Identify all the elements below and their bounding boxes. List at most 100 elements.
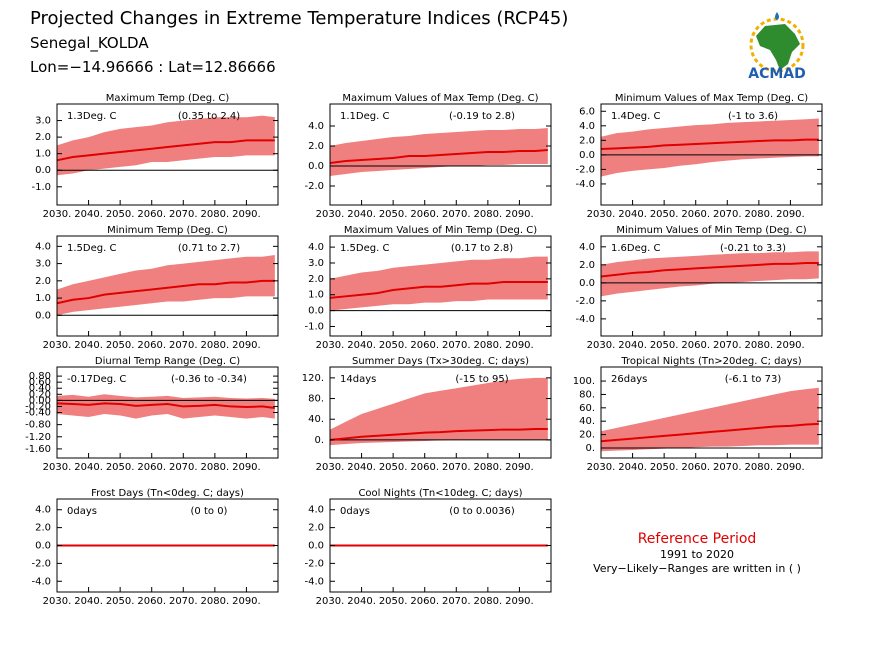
x-tick-label: 2030.	[43, 209, 72, 220]
x-tick-label: 2090.	[505, 596, 534, 607]
plot-frame	[600, 103, 823, 206]
reference-note: Very−Likely−Ranges are written in ( )	[593, 562, 801, 575]
y-tick-label: 80.	[308, 394, 324, 405]
y-tick-label: 1.0	[308, 290, 324, 301]
y-tick-label: 0.0	[308, 541, 324, 552]
x-tick-label: 2060.	[410, 340, 439, 351]
x-tick-label: 2070.	[442, 209, 471, 220]
mean-line	[56, 279, 275, 305]
panel-annotation: 0days	[340, 506, 370, 517]
panel-annotation: 26days	[611, 374, 647, 385]
y-tick-label: 6.0	[579, 106, 595, 117]
x-tick-label: 2090.	[505, 340, 534, 351]
y-tick-label: 0.60	[29, 377, 51, 388]
x-tick-label: 2050.	[379, 209, 408, 220]
y-tick-label: 4.0	[579, 121, 595, 132]
x-tick-label: 2090.	[776, 209, 805, 220]
y-tick-label: 2.0	[308, 523, 324, 534]
mean-line	[56, 139, 275, 162]
x-tick-label: 2080.	[201, 340, 230, 351]
x-tick-label: 2030.	[587, 340, 616, 351]
x-tick-label: 2030.	[316, 340, 345, 351]
y-tick-label: 3.0	[308, 258, 324, 269]
mean-line	[600, 422, 819, 443]
y-tick-label: 0.	[314, 435, 324, 446]
panel-range: (0 to 0)	[191, 506, 228, 517]
x-tick-label: 2060.	[410, 596, 439, 607]
x-tick-label: 2030.	[43, 340, 72, 351]
x-tick-label: 2050.	[106, 462, 135, 473]
y-tick-label: -0.20	[25, 401, 51, 412]
x-tick-label: 2030.	[316, 209, 345, 220]
x-tick-label: 2090.	[232, 340, 261, 351]
y-tick-label: 20.	[579, 430, 595, 441]
y-tick-label: 0.80	[29, 371, 51, 382]
x-tick-label: 2070.	[442, 462, 471, 473]
y-tick-label: 2.0	[35, 276, 51, 287]
x-tick-label: 2040.	[74, 340, 103, 351]
x-tick-label: 2080.	[474, 209, 503, 220]
x-tick-label: 2060.	[681, 462, 710, 473]
x-tick-label: 2080.	[474, 462, 503, 473]
subtitle: Senegal_KOLDA	[30, 34, 149, 53]
y-tick-label: -4.0	[31, 576, 51, 587]
y-tick-label: -0.40	[25, 408, 51, 419]
mean-line	[56, 402, 275, 409]
x-tick-label: 2090.	[776, 462, 805, 473]
logo-africa	[756, 24, 800, 70]
panel-annotation: 14days	[340, 374, 376, 385]
x-tick-label: 2040.	[347, 340, 376, 351]
x-tick-label: 2070.	[713, 340, 742, 351]
y-tick-label: -1.0	[31, 182, 51, 193]
x-tick-label: 2060.	[681, 340, 710, 351]
y-tick-label: 2.0	[579, 260, 595, 271]
range-band	[601, 387, 819, 452]
y-tick-label: 0.20	[29, 389, 51, 400]
x-tick-label: 2070.	[169, 596, 198, 607]
x-tick-label: 2030.	[587, 209, 616, 220]
x-tick-label: 2070.	[169, 209, 198, 220]
panel-title: Minimum Values of Min Temp (Deg. C)	[616, 225, 806, 236]
x-tick-label: 2080.	[474, 340, 503, 351]
x-tick-label: 2080.	[745, 209, 774, 220]
panel-title: Frost Days (Tn<0deg. C; days)	[91, 488, 244, 499]
reference-heading: Reference Period	[638, 531, 757, 547]
x-tick-label: 2030.	[316, 596, 345, 607]
panel-range: (0 to 0.0036)	[449, 506, 515, 517]
x-tick-label: 2040.	[74, 209, 103, 220]
x-tick-label: 2090.	[232, 209, 261, 220]
y-tick-label: -2.0	[304, 181, 324, 192]
y-tick-label: 4.0	[35, 505, 51, 516]
x-tick-label: 2080.	[745, 340, 774, 351]
x-tick-label: 2090.	[232, 462, 261, 473]
panel-range: (-0.21 to 3.3)	[720, 243, 786, 254]
plot-frame	[56, 366, 279, 459]
panel-range: (0.35 to 2.4)	[178, 111, 240, 122]
y-tick-label: 4.0	[308, 121, 324, 132]
y-tick-label: 3.0	[35, 259, 51, 270]
range-band	[330, 256, 548, 311]
y-tick-label: -0.80	[25, 420, 51, 431]
x-tick-label: 2060.	[137, 596, 166, 607]
panel-annotation: 1.3Deg. C	[67, 111, 116, 122]
panel-range: (-15 to 95)	[455, 374, 508, 385]
plot-frame	[329, 235, 552, 337]
y-tick-label: 0.0	[35, 541, 51, 552]
panel-annotation: 1.5Deg. C	[340, 243, 389, 254]
x-tick-label: 2050.	[379, 462, 408, 473]
y-tick-label: -1.20	[25, 432, 51, 443]
x-tick-label: 2070.	[442, 596, 471, 607]
y-tick-label: 4.0	[308, 505, 324, 516]
x-tick-label: 2040.	[74, 596, 103, 607]
reference-period: 1991 to 2020	[660, 548, 734, 561]
x-tick-label: 2070.	[442, 340, 471, 351]
x-tick-label: 2050.	[106, 596, 135, 607]
range-band	[330, 377, 548, 446]
y-tick-label: 0.0	[35, 310, 51, 321]
x-tick-label: 2050.	[379, 340, 408, 351]
panel-annotation: 1.1Deg. C	[340, 111, 389, 122]
x-tick-label: 2050.	[106, 209, 135, 220]
panel-range: (-6.1 to 73)	[725, 374, 782, 385]
logo-drop	[775, 12, 779, 20]
x-tick-label: 2040.	[74, 462, 103, 473]
